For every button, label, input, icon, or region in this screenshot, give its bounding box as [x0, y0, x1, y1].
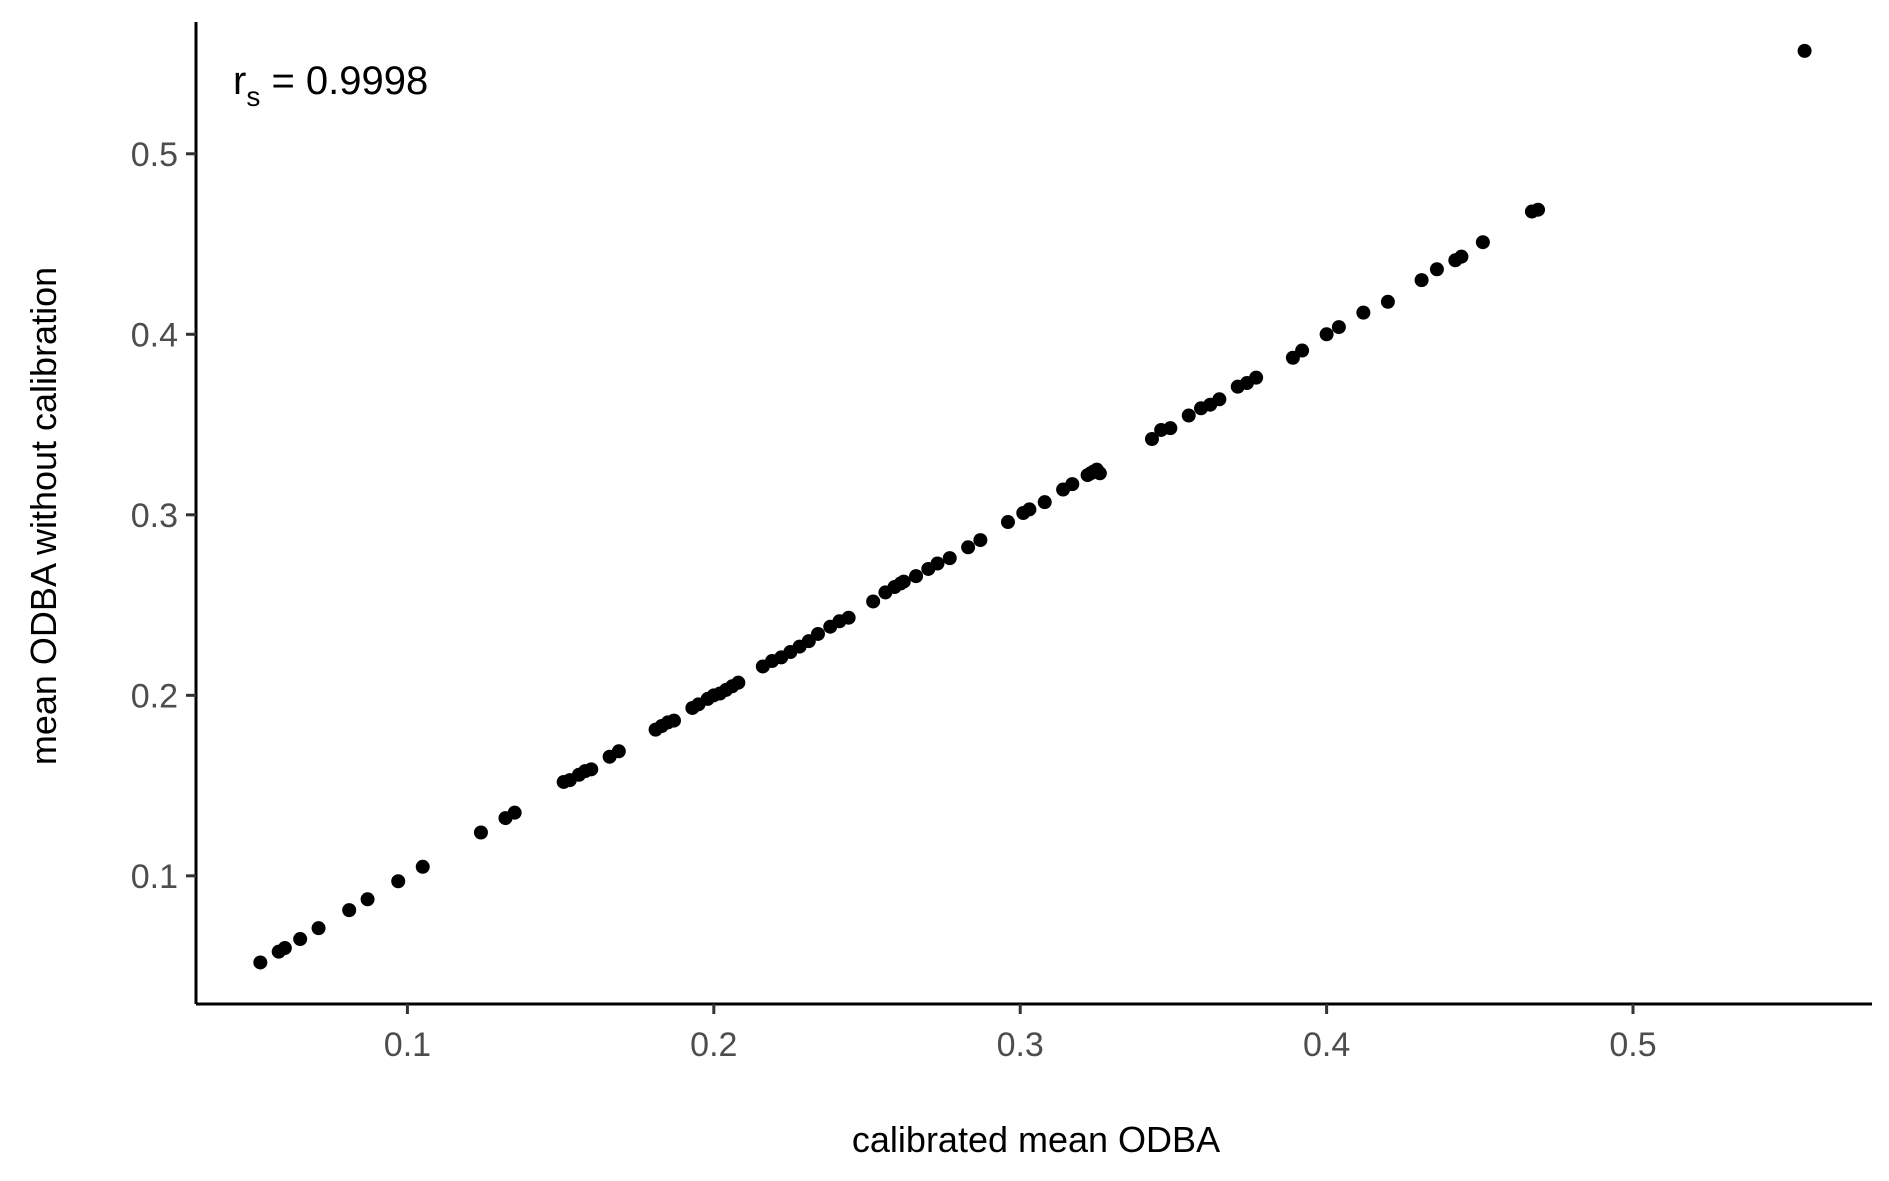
correlation-symbol: r [233, 59, 246, 103]
data-point [1429, 262, 1444, 277]
data-point [930, 556, 945, 571]
y-tick-label: 0.5 [131, 136, 178, 174]
data-point [1022, 502, 1037, 517]
data-point [1212, 392, 1227, 407]
data-point [342, 903, 357, 918]
data-point [1249, 370, 1264, 385]
data-point [360, 892, 375, 907]
data-point [415, 859, 430, 874]
y-tick-label: 0.1 [131, 858, 178, 896]
data-point [942, 551, 957, 566]
data-point [507, 805, 522, 820]
data-point [1000, 515, 1015, 530]
data-point [810, 626, 825, 641]
data-point [1065, 477, 1080, 492]
y-tick-label: 0.3 [131, 497, 178, 535]
data-point [1319, 327, 1334, 342]
x-tick-label: 0.4 [1303, 1026, 1350, 1064]
data-point [253, 955, 268, 970]
data-point [1144, 431, 1159, 446]
correlation-value: = 0.9998 [260, 59, 428, 103]
x-tick-label: 0.2 [690, 1026, 737, 1064]
data-point [841, 610, 856, 625]
x-tick-label: 0.5 [1609, 1026, 1656, 1064]
data-point [1092, 466, 1107, 481]
correlation-annotation: rs = 0.9998 [233, 59, 428, 112]
data-point [1295, 343, 1310, 358]
y-tick-label: 0.4 [131, 316, 178, 354]
data-point [277, 941, 292, 956]
data-points [253, 43, 1812, 970]
data-point [1797, 43, 1812, 58]
data-point [961, 540, 976, 555]
data-point [311, 921, 326, 936]
data-point [866, 594, 881, 609]
correlation-subscript: s [246, 81, 260, 112]
data-point [896, 574, 911, 589]
x-axis-title: calibrated mean ODBA [852, 1119, 1220, 1160]
data-point [909, 569, 924, 584]
data-point [1531, 202, 1546, 217]
data-point [1380, 294, 1395, 309]
data-point [1475, 235, 1490, 250]
x-axis-ticks: 0.1 0.2 0.3 0.4 0.5 [384, 1004, 1657, 1064]
data-point [391, 874, 406, 889]
data-point [1331, 320, 1346, 335]
y-axis-title: mean ODBA without calibration [23, 267, 64, 765]
data-point [473, 825, 488, 840]
data-point [1181, 408, 1196, 423]
x-tick-label: 0.3 [997, 1026, 1044, 1064]
data-point [584, 762, 599, 777]
data-point [1454, 249, 1469, 264]
data-point [1356, 305, 1371, 320]
data-point [973, 533, 988, 548]
data-point [611, 744, 626, 759]
y-axis-ticks: 0.1 0.2 0.3 0.4 0.5 [131, 136, 196, 896]
data-point [666, 713, 681, 728]
data-point [731, 675, 746, 690]
x-tick-label: 0.1 [384, 1026, 431, 1064]
data-point [1163, 421, 1178, 436]
data-point [1037, 495, 1052, 510]
data-point [1414, 273, 1429, 288]
data-point [293, 932, 308, 947]
y-tick-label: 0.2 [131, 677, 178, 715]
